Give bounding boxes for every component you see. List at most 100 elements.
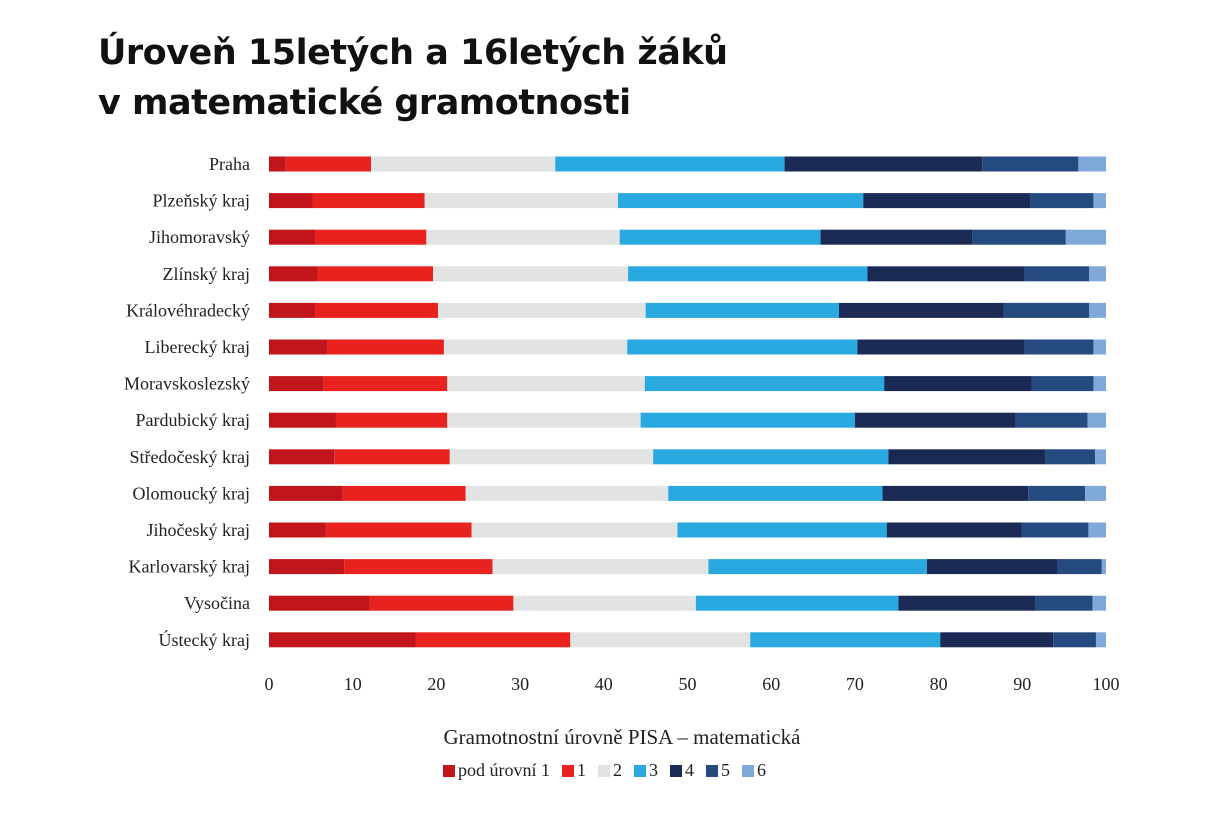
bar-segment-ustecky-kraj-level-3 xyxy=(750,632,941,648)
bar-segment-moravskoslezsky-level-5 xyxy=(1031,376,1094,392)
bar-segment-vysocina-level-1 xyxy=(369,595,514,611)
x-tick-label-90: 90 xyxy=(1013,674,1031,694)
bar-segment-karlovarsky-kraj-level-4 xyxy=(926,559,1058,575)
bar-segment-kralovehradecky-level-5 xyxy=(1003,302,1090,318)
bar-segment-ustecky-kraj-level-5 xyxy=(1053,632,1096,648)
bar-segment-jihocesky-kraj-level-6 xyxy=(1088,522,1106,538)
bar-segment-praha-level-5 xyxy=(982,156,1079,172)
legend-swatch-5 xyxy=(706,765,718,777)
bar-segment-olomoucky-kraj-level-2 xyxy=(465,485,669,501)
bar-segment-stredocesky-kraj-level-1 xyxy=(334,449,450,465)
bar-segment-moravskoslezsky-level-1 xyxy=(323,376,448,392)
bar-segment-olomoucky-kraj-level-1 xyxy=(342,485,466,501)
bar-segment-stredocesky-kraj-level-3 xyxy=(653,449,889,465)
bar-segment-stredocesky-kraj-level-4 xyxy=(888,449,1046,465)
bar-segment-zlinsky-kraj-level-0 xyxy=(269,266,318,282)
x-tick-label-70: 70 xyxy=(846,674,864,694)
bar-segment-moravskoslezsky-level-3 xyxy=(644,376,885,392)
x-tick-label-10: 10 xyxy=(344,674,362,694)
x-tick-label-20: 20 xyxy=(427,674,445,694)
x-tick-label-30: 30 xyxy=(511,674,529,694)
bar-segment-vysocina-level-0 xyxy=(269,595,370,611)
bar-segment-praha-level-3 xyxy=(555,156,785,172)
bar-segment-jihocesky-kraj-level-3 xyxy=(677,522,887,538)
bar-segment-kralovehradecky-level-0 xyxy=(269,302,316,318)
bar-segment-plzensky-kraj-level-6 xyxy=(1093,193,1106,209)
bar-segment-olomoucky-kraj-level-6 xyxy=(1085,485,1106,501)
legend-label-2: 2 xyxy=(613,760,622,780)
category-label-vysocina: Vysočina xyxy=(184,593,250,613)
x-tick-label-80: 80 xyxy=(930,674,948,694)
bars-group xyxy=(269,156,1106,648)
bar-segment-zlinsky-kraj-level-4 xyxy=(867,266,1025,282)
category-label-ustecky-kraj: Ústecký kraj xyxy=(159,629,250,650)
bar-segment-vysocina-level-6 xyxy=(1092,595,1106,611)
bar-segment-plzensky-kraj-level-2 xyxy=(424,193,619,209)
bar-segment-moravskoslezsky-level-0 xyxy=(269,376,324,392)
bar-segment-kralovehradecky-level-6 xyxy=(1089,302,1106,318)
legend-label-6: 6 xyxy=(757,760,766,780)
bar-segment-jihomoravsky-level-5 xyxy=(972,229,1066,245)
legend-swatch-3 xyxy=(634,765,646,777)
bar-segment-praha-level-2 xyxy=(371,156,556,172)
bar-segment-jihocesky-kraj-level-4 xyxy=(886,522,1022,538)
bar-segment-praha-level-4 xyxy=(784,156,983,172)
bar-segment-ustecky-kraj-level-6 xyxy=(1095,632,1106,648)
legend-swatch-6 xyxy=(742,765,754,777)
legend-label-4: 4 xyxy=(685,760,694,780)
bar-segment-vysocina-level-5 xyxy=(1035,595,1093,611)
bar-segment-olomoucky-kraj-level-3 xyxy=(668,485,883,501)
category-label-moravskoslezsky: Moravskoslezský xyxy=(124,374,250,394)
bar-segment-liberecky-kraj-level-6 xyxy=(1093,339,1106,355)
bar-segment-plzensky-kraj-level-3 xyxy=(618,193,864,209)
category-label-kralovehradecky: Královéhradecký xyxy=(126,300,250,320)
category-label-jihomoravsky: Jihomoravský xyxy=(149,227,250,247)
bar-segment-vysocina-level-3 xyxy=(695,595,899,611)
bar-segment-pardubicky-kraj-level-5 xyxy=(1015,412,1088,428)
legend-label-3: 3 xyxy=(649,760,658,780)
category-label-plzensky-kraj: Plzeňský kraj xyxy=(153,191,250,211)
bar-segment-jihocesky-kraj-level-5 xyxy=(1021,522,1089,538)
legend: pod úrovní 1 1 2 3 4 5 6 xyxy=(443,760,766,780)
x-tick-label-40: 40 xyxy=(595,674,613,694)
bar-segment-zlinsky-kraj-level-3 xyxy=(628,266,868,282)
bar-segment-pardubicky-kraj-level-4 xyxy=(854,412,1016,428)
bar-segment-liberecky-kraj-level-2 xyxy=(443,339,628,355)
bar-segment-karlovarsky-kraj-level-1 xyxy=(344,559,493,575)
bar-segment-jihomoravsky-level-2 xyxy=(426,229,620,245)
bar-segment-pardubicky-kraj-level-6 xyxy=(1087,412,1106,428)
category-label-jihocesky-kraj: Jihočeský kraj xyxy=(147,520,250,540)
legend-label-5: 5 xyxy=(721,760,730,780)
bar-segment-stredocesky-kraj-level-0 xyxy=(269,449,335,465)
bar-segment-pardubicky-kraj-level-0 xyxy=(269,412,336,428)
legend-label-0: pod úrovní 1 xyxy=(458,760,550,780)
bar-segment-jihocesky-kraj-level-0 xyxy=(269,522,326,538)
chart-title-line-2: v matematické gramotnosti xyxy=(98,83,631,123)
category-label-pardubicky-kraj: Pardubický kraj xyxy=(136,410,250,430)
x-tick-label-50: 50 xyxy=(679,674,697,694)
bar-segment-moravskoslezsky-level-4 xyxy=(884,376,1032,392)
bar-segment-jihocesky-kraj-level-1 xyxy=(325,522,472,538)
category-labels: Praha Plzeňský kraj Jihomoravský Zlínský kr… xyxy=(124,154,250,650)
bar-segment-ustecky-kraj-level-2 xyxy=(570,632,751,648)
bar-segment-liberecky-kraj-level-4 xyxy=(857,339,1025,355)
bar-segment-karlovarsky-kraj-level-6 xyxy=(1101,559,1106,575)
category-label-praha: Praha xyxy=(209,154,250,174)
x-axis: 0 10 20 30 40 50 60 70 80 90 100 xyxy=(265,674,1120,694)
bar-segment-plzensky-kraj-level-4 xyxy=(863,193,1031,209)
bar-segment-moravskoslezsky-level-6 xyxy=(1093,376,1106,392)
category-label-liberecky-kraj: Liberecký kraj xyxy=(145,337,250,357)
bar-segment-pardubicky-kraj-level-3 xyxy=(640,412,855,428)
bar-segment-olomoucky-kraj-level-5 xyxy=(1028,485,1086,501)
chart-title-line-1: Úroveň 15letých a 16letých žáků xyxy=(98,33,728,73)
chart-title: Úroveň 15letých a 16letých žáků v matema… xyxy=(98,28,728,128)
bar-segment-olomoucky-kraj-level-4 xyxy=(882,485,1029,501)
bar-segment-vysocina-level-2 xyxy=(513,595,696,611)
bar-segment-kralovehradecky-level-3 xyxy=(645,302,839,318)
bar-segment-kralovehradecky-level-4 xyxy=(839,302,1004,318)
bar-segment-jihomoravsky-level-3 xyxy=(619,229,821,245)
bar-segment-jihocesky-kraj-level-2 xyxy=(471,522,678,538)
bar-segment-vysocina-level-4 xyxy=(898,595,1036,611)
bar-segment-karlovarsky-kraj-level-5 xyxy=(1057,559,1102,575)
